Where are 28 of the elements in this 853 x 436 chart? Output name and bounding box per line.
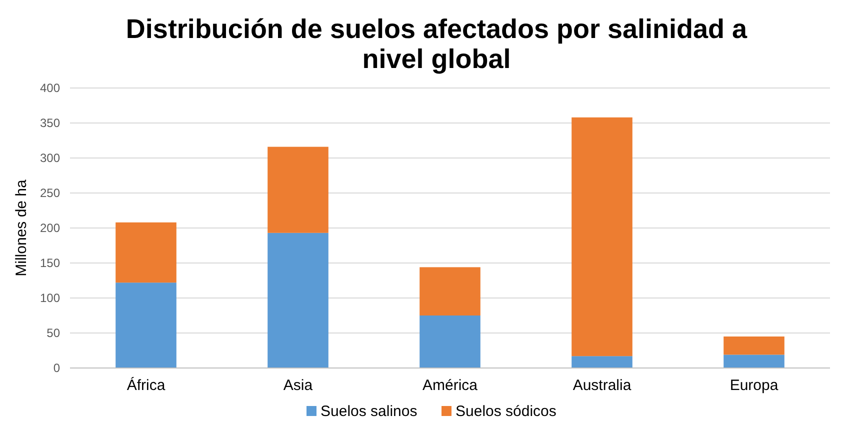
x-tick-label: Europa	[730, 377, 779, 394]
y-tick-label: 300	[40, 151, 60, 166]
y-tick-label: 150	[40, 256, 60, 270]
bar	[420, 267, 480, 316]
x-tick-label: África	[126, 376, 166, 394]
y-tick-label: 350	[40, 116, 60, 130]
legend-label: Suelos sódicos	[456, 403, 556, 420]
bar	[572, 117, 632, 356]
bar	[116, 222, 176, 283]
x-tick-label: Asia	[283, 377, 314, 394]
legend-label: Suelos salinos	[320, 403, 418, 420]
y-axis-title: Millones de ha	[13, 178, 30, 276]
bar	[724, 354, 784, 368]
x-tick-label: América	[422, 377, 478, 394]
y-tick-label: 400	[40, 81, 60, 96]
y-tick-label: 250	[40, 186, 60, 200]
chart-title: Distribución de suelos afectados por salinidad a nivel global	[126, 14, 748, 74]
y-tick-label: 200	[40, 221, 60, 236]
y-tick-label: 50	[46, 326, 60, 340]
bar	[116, 282, 176, 368]
bar	[420, 316, 480, 368]
bar	[268, 146, 328, 233]
y-tick-label: 0	[53, 361, 60, 376]
bar	[724, 336, 784, 355]
bar	[572, 356, 632, 368]
bar	[268, 232, 328, 368]
x-tick-label: Australia	[572, 377, 632, 394]
y-tick-label: 100	[40, 291, 60, 306]
